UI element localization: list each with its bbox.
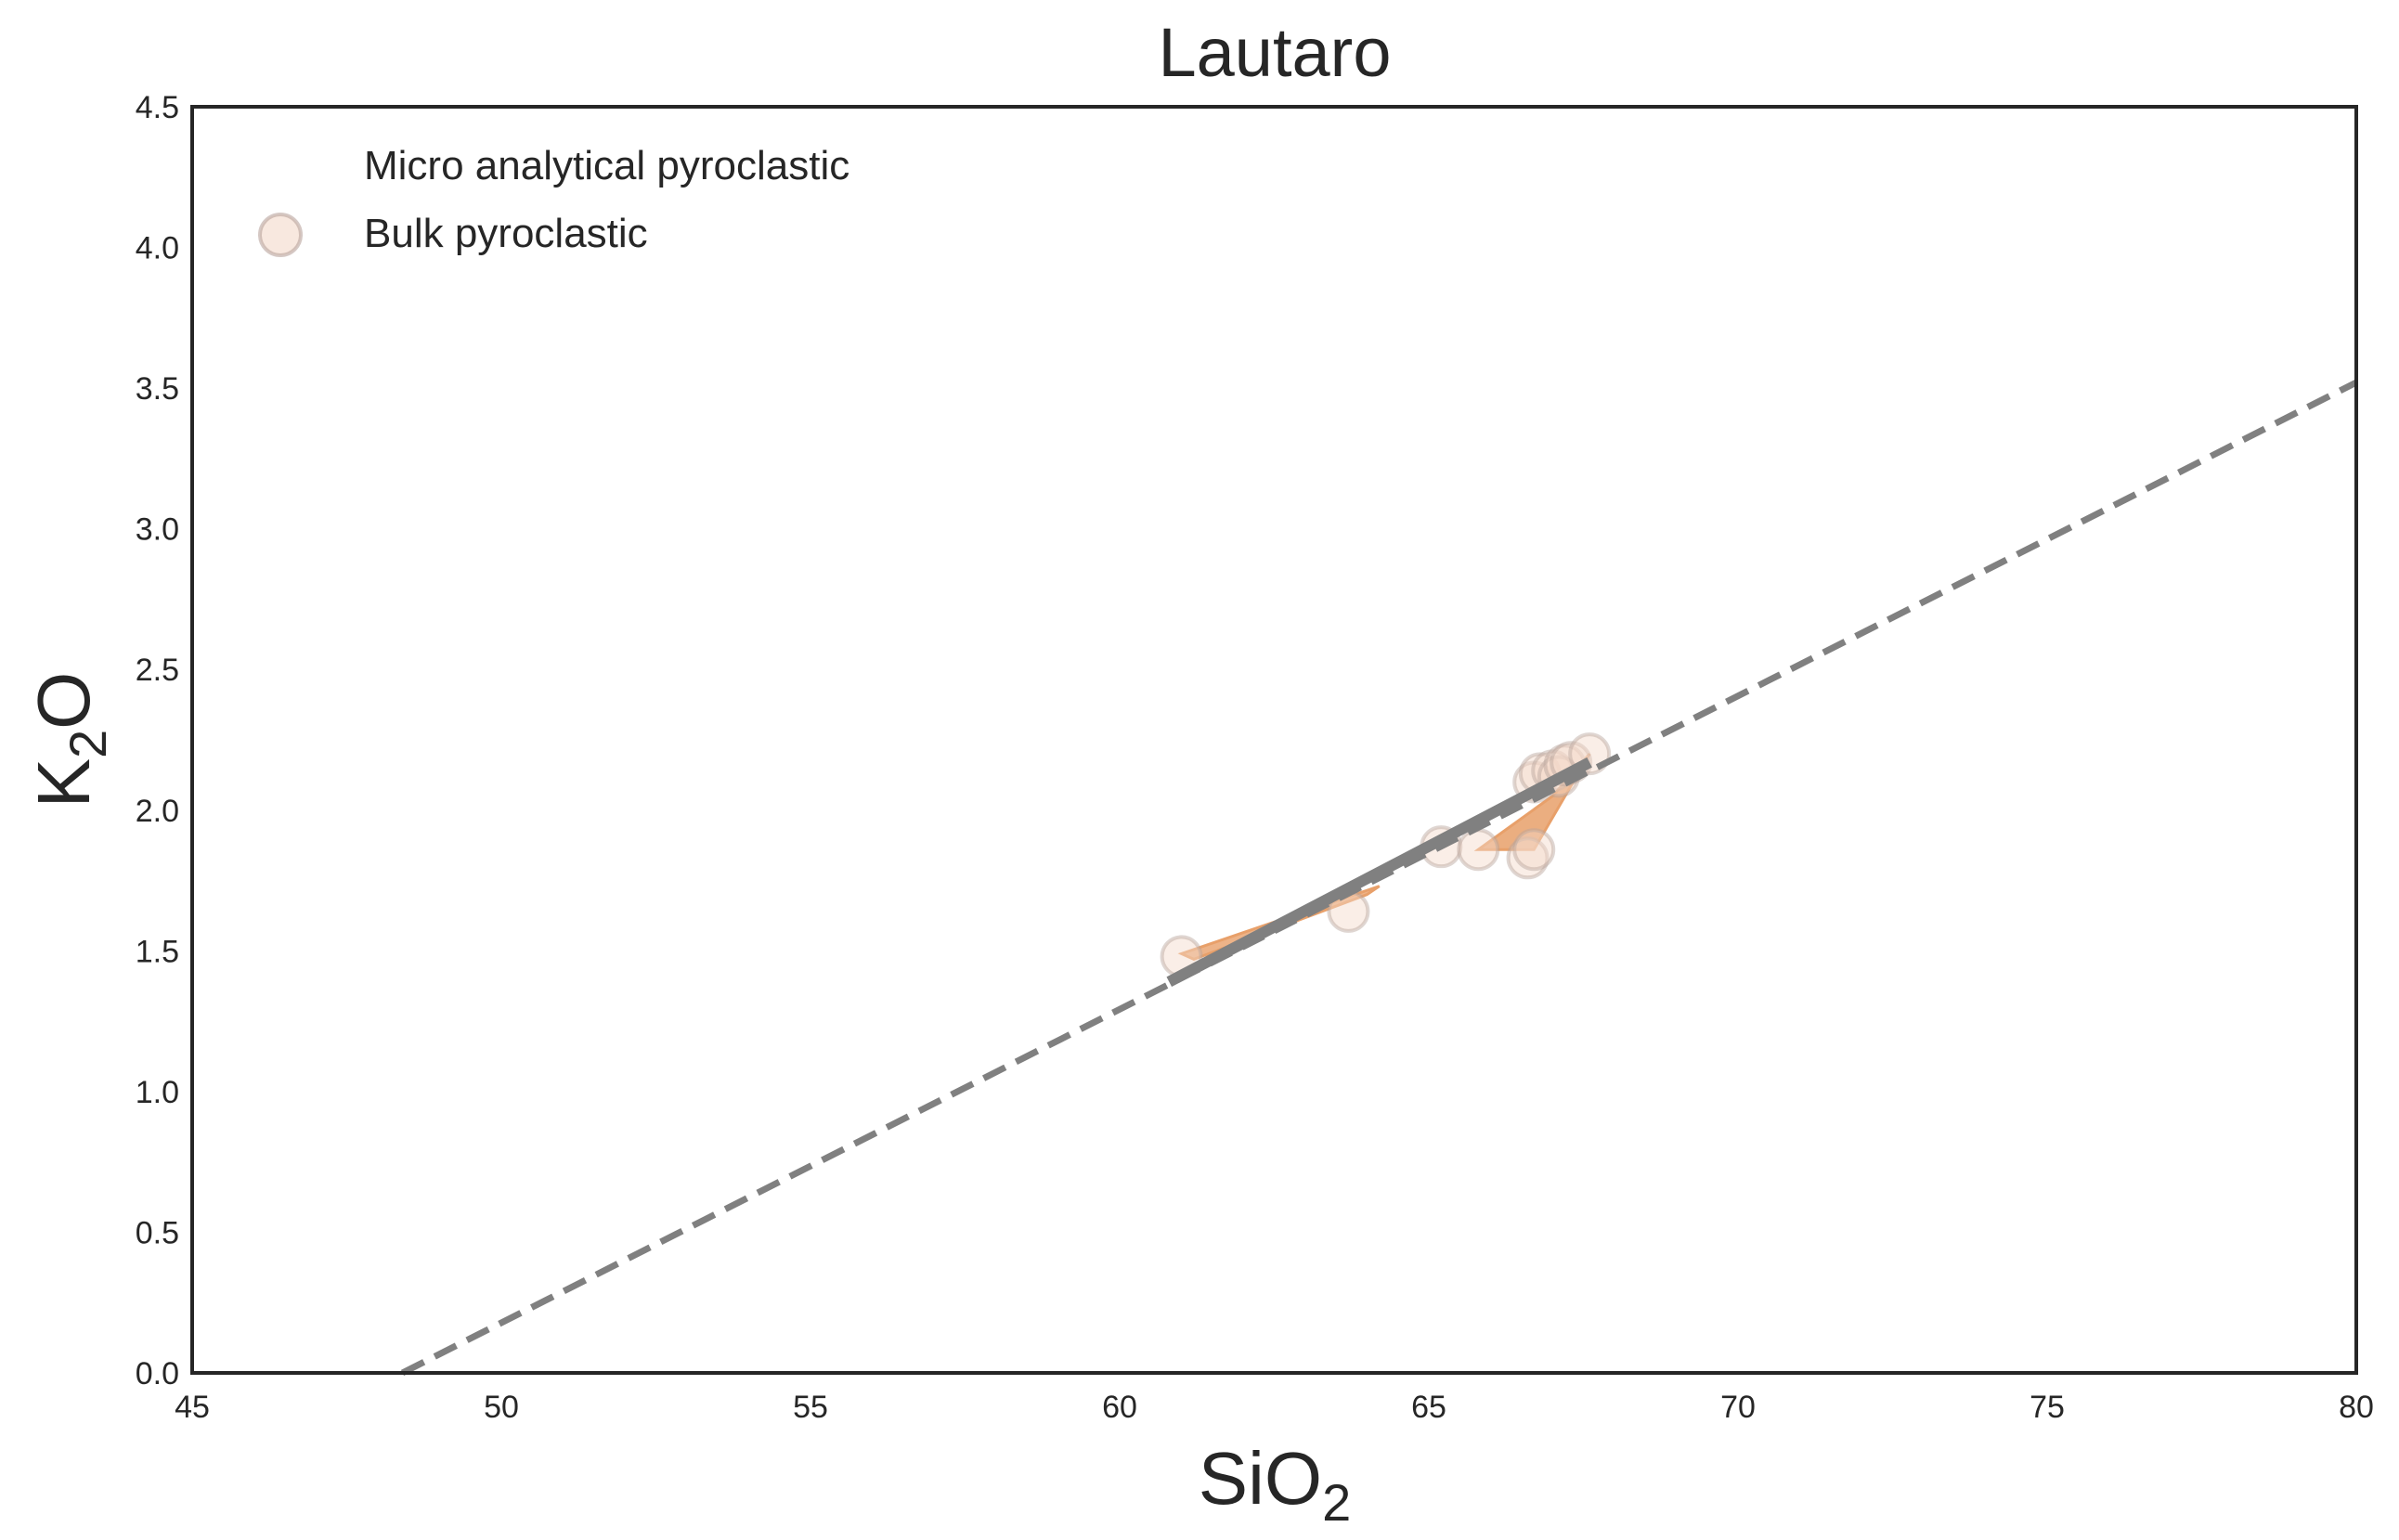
y-tick-label: 0.0 bbox=[136, 1356, 179, 1391]
x-tick-label: 45 bbox=[175, 1390, 210, 1425]
y-tick-label: 2.0 bbox=[136, 794, 179, 829]
x-tick-label: 50 bbox=[484, 1390, 519, 1425]
plot-frame bbox=[190, 105, 2358, 1375]
x-axis-label-sub: 2 bbox=[1322, 1473, 1351, 1532]
scatter-point bbox=[1506, 836, 1550, 880]
x-tick-label: 75 bbox=[2029, 1390, 2065, 1425]
x-axis-label-base: SiO bbox=[1199, 1437, 1322, 1520]
legend-label-micro-analytical: Micro analytical pyroclastic bbox=[364, 143, 849, 188]
y-axis-label: K2O bbox=[22, 672, 117, 809]
y-tick-label: 0.5 bbox=[136, 1215, 179, 1250]
axis-ticks: 45 50 55 60 65 70 75 80 0.0 0.5 1.0 1.5 2.0 2.5 3.0 3.5… bbox=[136, 90, 2374, 1425]
x-tick-label: 60 bbox=[1102, 1390, 1137, 1425]
y-tick-label: 3.5 bbox=[136, 371, 179, 407]
legend: Micro analytical pyroclastic Bulk pyrocl… bbox=[258, 143, 849, 257]
y-tick-label: 1.5 bbox=[136, 934, 179, 969]
y-tick-label: 4.5 bbox=[136, 90, 179, 125]
y-axis-label-tail: O bbox=[22, 672, 105, 730]
x-tick-label: 70 bbox=[1720, 1390, 1756, 1425]
x-tick-label: 65 bbox=[1411, 1390, 1446, 1425]
x-axis-label: SiO2 bbox=[1199, 1437, 1352, 1532]
y-tick-label: 1.0 bbox=[136, 1075, 179, 1110]
envelope-polygon bbox=[1473, 753, 1591, 851]
y-tick-label: 4.0 bbox=[136, 231, 179, 266]
y-tick-label: 3.0 bbox=[136, 512, 179, 548]
y-axis-label-base: K bbox=[22, 758, 105, 808]
chart-title: Lautaro bbox=[1159, 14, 1392, 91]
data-layer bbox=[400, 379, 2358, 1377]
scatter-point bbox=[1457, 828, 1500, 872]
y-axis-label-sub: 2 bbox=[58, 730, 117, 758]
x-tick-label: 80 bbox=[2339, 1390, 2374, 1425]
scatter-point bbox=[1512, 828, 1556, 872]
x-tick-label: 55 bbox=[793, 1390, 828, 1425]
legend-label-bulk-pyroclastic: Bulk pyroclastic bbox=[364, 211, 648, 256]
legend-marker-bulk-pyroclastic bbox=[258, 213, 303, 257]
fit-line bbox=[1166, 757, 1592, 987]
y-tick-label: 2.5 bbox=[136, 653, 179, 688]
